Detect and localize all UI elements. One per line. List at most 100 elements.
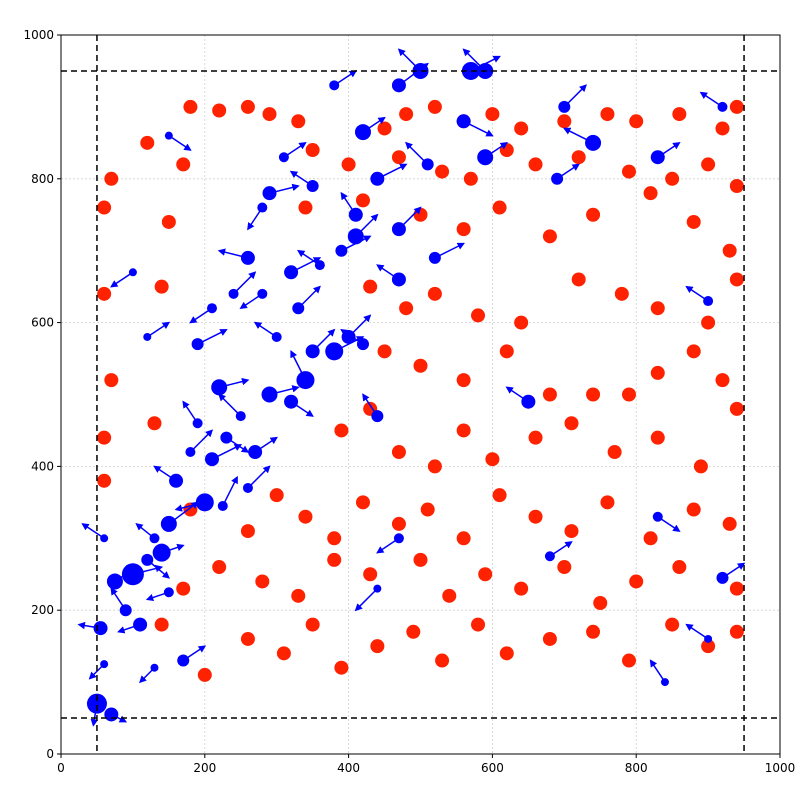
- obstacle: [147, 416, 162, 431]
- obstacle: [327, 531, 342, 546]
- obstacle: [499, 143, 514, 158]
- velocity-arrow: [161, 543, 185, 554]
- obstacle: [715, 373, 730, 388]
- obstacle: [729, 401, 744, 416]
- obstacle: [564, 416, 579, 431]
- velocity-arrow: [222, 475, 238, 507]
- obstacle: [557, 114, 572, 129]
- obstacle: [514, 121, 529, 136]
- obstacle: [363, 279, 378, 294]
- obstacle: [255, 574, 270, 589]
- velocity-arrow: [348, 314, 372, 338]
- obstacle: [650, 430, 665, 445]
- obstacle: [262, 107, 277, 122]
- obstacle: [686, 214, 701, 229]
- obstacle: [97, 286, 112, 301]
- obstacle: [492, 488, 507, 503]
- x-tick-label: 200: [193, 761, 216, 775]
- obstacle: [427, 99, 442, 114]
- obstacle: [686, 344, 701, 359]
- velocity-arrow: [182, 645, 207, 662]
- velocity-arrow: [153, 465, 177, 482]
- velocity-arrow: [189, 307, 213, 324]
- velocity-arrow: [197, 329, 228, 345]
- obstacle: [557, 560, 572, 575]
- obstacle: [701, 157, 716, 172]
- obstacle: [442, 588, 457, 603]
- obstacle: [471, 308, 486, 323]
- obstacle: [456, 373, 471, 388]
- velocity-arrow: [376, 537, 400, 554]
- velocity-arrow: [174, 501, 205, 512]
- velocity-arrow: [182, 400, 199, 424]
- velocity-arrow: [505, 386, 529, 403]
- obstacle: [514, 315, 529, 330]
- obstacle: [377, 344, 392, 359]
- velocity-arrow: [685, 285, 709, 302]
- obstacle: [269, 488, 284, 503]
- obstacle: [571, 272, 586, 287]
- obstacle: [586, 387, 601, 402]
- obstacle: [456, 423, 471, 438]
- obstacle: [363, 567, 378, 582]
- y-tick-label: 800: [31, 172, 54, 186]
- y-tick-label: 600: [31, 316, 54, 330]
- velocity-arrow: [685, 623, 709, 640]
- obstacle: [463, 171, 478, 186]
- obstacle: [499, 344, 514, 359]
- obstacle: [729, 272, 744, 287]
- obstacle: [413, 358, 428, 373]
- velocity-arrow: [354, 588, 378, 612]
- x-tick-label: 800: [625, 761, 648, 775]
- velocity-arrow: [218, 393, 242, 417]
- x-tick-label: 1000: [765, 761, 796, 775]
- obstacle: [629, 574, 644, 589]
- velocity-arrow: [398, 206, 422, 230]
- obstacle: [600, 107, 615, 122]
- obstacle: [607, 445, 622, 460]
- velocity-arrow: [312, 328, 336, 352]
- obstacle: [499, 646, 514, 661]
- velocity-arrow: [484, 142, 509, 158]
- obstacle: [665, 617, 680, 632]
- velocity-arrow: [117, 623, 141, 634]
- obstacle: [715, 121, 730, 136]
- velocity-arrow: [247, 465, 271, 489]
- obstacle: [305, 143, 320, 158]
- obstacle: [399, 301, 414, 316]
- obstacle: [154, 279, 169, 294]
- velocity-arrow: [233, 271, 257, 295]
- obstacle: [456, 531, 471, 546]
- obstacle: [355, 193, 370, 208]
- obstacle: [240, 99, 255, 114]
- obstacle: [291, 114, 306, 129]
- obstacle: [341, 157, 356, 172]
- obstacle: [542, 229, 557, 244]
- obstacle: [276, 646, 291, 661]
- velocity-arrow: [289, 170, 314, 187]
- obstacle: [622, 653, 637, 668]
- agent: [335, 244, 348, 257]
- obstacle: [435, 164, 450, 179]
- obstacle: [355, 495, 370, 510]
- velocity-arrow: [362, 393, 378, 417]
- obstacle: [693, 459, 708, 474]
- obstacle: [435, 653, 450, 668]
- velocity-arrow: [377, 163, 408, 180]
- velocity-arrow: [563, 84, 587, 108]
- obstacle: [492, 200, 507, 215]
- velocity-arrow: [362, 116, 386, 133]
- obstacle: [456, 222, 471, 237]
- obstacle: [183, 99, 198, 114]
- obstacle: [672, 560, 687, 575]
- velocity-arrow: [110, 587, 127, 611]
- velocity-arrow: [283, 142, 307, 158]
- obstacle: [564, 524, 579, 539]
- obstacle: [197, 667, 212, 682]
- obstacle: [305, 617, 320, 632]
- velocity-arrow: [225, 437, 250, 453]
- obstacle: [176, 581, 191, 596]
- obstacle: [334, 660, 349, 675]
- obstacle: [729, 178, 744, 193]
